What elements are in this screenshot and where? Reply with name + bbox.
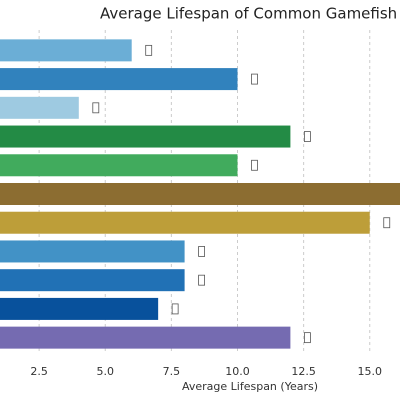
label-icon — [92, 102, 100, 114]
label-icon — [145, 44, 153, 56]
bar — [0, 240, 185, 263]
label-icon — [383, 217, 391, 229]
x-tick-label: 5.0 — [97, 365, 115, 378]
bar — [0, 154, 238, 177]
x-tick-label: 10.0 — [225, 365, 250, 378]
bar — [0, 211, 370, 234]
label-icon — [198, 246, 206, 257]
label-icon — [171, 303, 179, 315]
x-tick-label: 7.5 — [163, 365, 181, 378]
bar — [0, 68, 238, 91]
bar — [0, 96, 79, 119]
x-tick-label: 15.0 — [358, 365, 383, 378]
bar — [0, 326, 291, 349]
label-icon — [303, 131, 311, 142]
bar — [0, 125, 291, 148]
label-icon — [198, 274, 206, 286]
chart-title: Average Lifespan of Common Gamefish — [100, 5, 397, 23]
bar — [0, 297, 159, 320]
bar — [0, 39, 132, 62]
bar — [0, 183, 400, 205]
label-icon — [251, 159, 258, 171]
x-tick-label: 2.5 — [30, 365, 48, 378]
x-tick-label: 12.5 — [291, 365, 316, 378]
x-axis-label: Average Lifespan (Years) — [182, 380, 318, 393]
label-icon — [251, 73, 258, 85]
bar — [0, 269, 185, 292]
label-icon — [303, 332, 311, 344]
